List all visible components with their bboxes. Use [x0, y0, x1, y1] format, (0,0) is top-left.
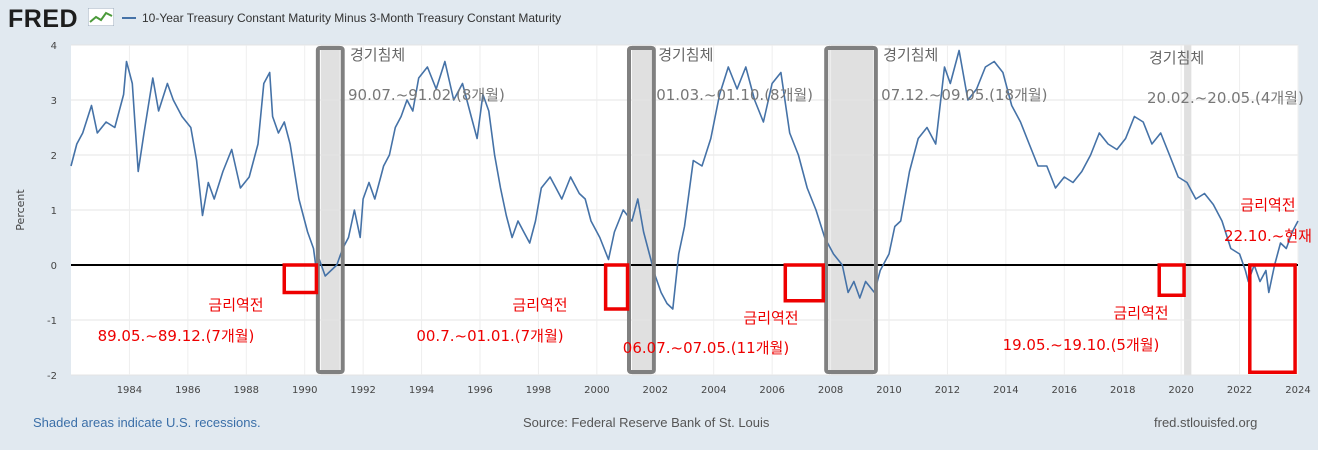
inversion-label-title: 금리역전	[1113, 304, 1168, 322]
legend-line-swatch	[122, 17, 136, 19]
inversion-box	[1157, 263, 1186, 297]
recession-label-period: 01.03.~01.10.(8개월)	[656, 86, 813, 104]
y-tick-label: 2	[51, 151, 57, 162]
x-tick-label: 2020	[1168, 385, 1193, 396]
inversion-box	[783, 263, 826, 303]
x-tick-label: 1990	[292, 385, 317, 396]
series-line	[70, 49, 1299, 310]
recession-box	[824, 46, 878, 374]
chart-area: -2 -1 0 1 2 3 4 1984 1986 1988 1990 1992 1994 1996 199…	[14, 41, 1312, 396]
y-tick-label: -2	[47, 371, 57, 382]
x-tick-label: 1986	[175, 385, 200, 396]
recession-label-title: 경기침체	[658, 46, 713, 64]
chart-footer: Shaded areas indicate U.S. recessions. S…	[0, 404, 1318, 444]
x-tick-label: 1992	[350, 385, 375, 396]
recession-note[interactable]: Shaded areas indicate U.S. recessions.	[33, 415, 261, 430]
x-tick-label: 2004	[701, 385, 726, 396]
inversion-box	[282, 263, 319, 295]
x-tick-label: 1984	[117, 385, 142, 396]
recession-box	[626, 46, 656, 374]
recession-label-period: 20.02.~20.05.(4개월)	[1147, 89, 1304, 107]
inversion-box	[603, 263, 630, 311]
x-tick-label: 1998	[526, 385, 551, 396]
x-tick-label: 2002	[643, 385, 668, 396]
y-axis-title: Percent	[14, 189, 27, 231]
inversion-label-title: 금리역전	[743, 309, 798, 327]
y-tick-label: -1	[47, 316, 57, 327]
chart-header: FRED 10-Year Treasury Constant Maturity …	[0, 0, 1318, 40]
inversion-label-period: 00.7.~01.01.(7개월)	[416, 327, 563, 345]
recession-box	[315, 46, 345, 374]
inversion-label-title: 금리역전	[208, 296, 263, 314]
fred-logo[interactable]: FRED	[8, 5, 79, 33]
inversion-label-period: 19.05.~19.10.(5개월)	[1003, 336, 1160, 354]
x-tick-label: 2008	[818, 385, 843, 396]
y-tick-label: 4	[51, 41, 57, 52]
x-tick-label: 1996	[467, 385, 492, 396]
x-tick-label: 2012	[935, 385, 960, 396]
recession-label-title: 경기침체	[1149, 49, 1204, 67]
x-tick-label: 2016	[1052, 385, 1077, 396]
fred-url-link[interactable]: fred.stlouisfed.org	[1154, 415, 1258, 430]
inversion-label-period: 22.10.~현재	[1224, 227, 1312, 245]
y-tick-label: 0	[51, 261, 57, 272]
series-title[interactable]: 10-Year Treasury Constant Maturity Minus…	[142, 11, 562, 25]
recession-label-title: 경기침체	[350, 46, 405, 64]
x-tick-label: 2014	[993, 385, 1018, 396]
inversion-box	[1248, 263, 1297, 374]
recession-label-title: 경기침체	[883, 46, 938, 64]
series-legend: 10-Year Treasury Constant Maturity Minus…	[122, 11, 561, 25]
inversion-label-period: 06.07.~07.05.(11개월)	[623, 339, 789, 357]
x-tick-label: 2006	[759, 385, 784, 396]
inversion-label-title: 금리역전	[512, 296, 567, 314]
source-text: Source: Federal Reserve Bank of St. Loui…	[523, 415, 770, 430]
inversion-label-period: 89.05.~89.12.(7개월)	[98, 327, 255, 345]
recession-label-period: 07.12.~09.05.(18개월)	[881, 86, 1047, 104]
y-tick-label: 1	[51, 206, 57, 217]
x-tick-label: 2010	[876, 385, 901, 396]
x-tick-label: 1994	[409, 385, 434, 396]
x-tick-label: 1988	[234, 385, 259, 396]
x-tick-label: 2024	[1285, 385, 1310, 396]
fred-graph-icon	[88, 8, 114, 26]
y-tick-label: 3	[51, 96, 57, 107]
x-tick-label: 2018	[1110, 385, 1135, 396]
x-tick-label: 2000	[584, 385, 609, 396]
x-tick-label: 2022	[1227, 385, 1252, 396]
inversion-label-title: 금리역전	[1240, 196, 1295, 214]
recession-label-period: 90.07.~91.02.(8개월)	[348, 86, 505, 104]
